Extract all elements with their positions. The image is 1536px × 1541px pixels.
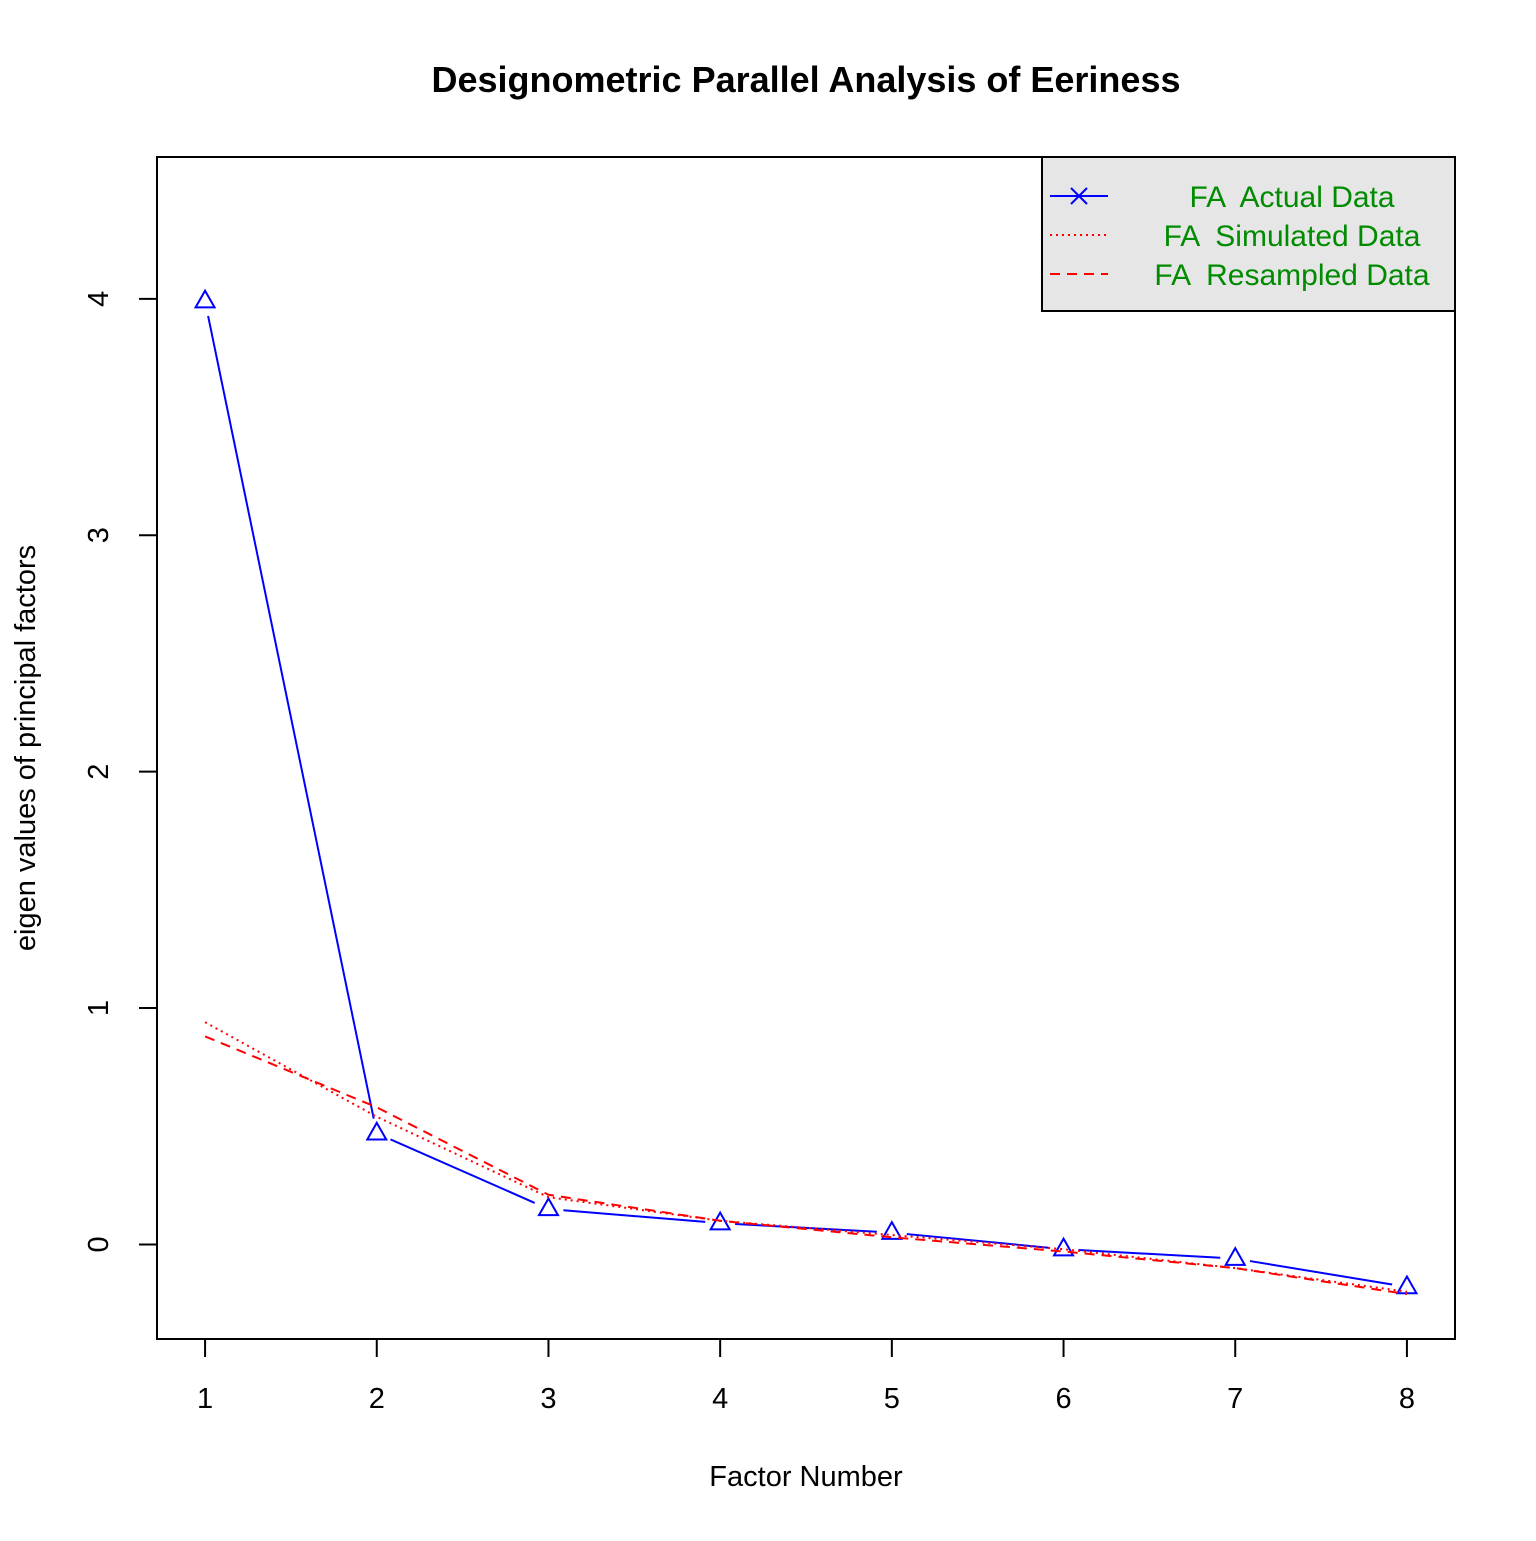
series-3 <box>204 1035 1408 1296</box>
data-point-triangle <box>1224 1246 1247 1266</box>
series-line-segment <box>735 1222 877 1233</box>
data-point-triangle <box>1052 1236 1075 1257</box>
legend-box <box>1041 156 1456 312</box>
series-line-segment <box>563 1209 706 1223</box>
legend-label: FA Actual Data <box>1189 181 1394 214</box>
legend: FA Actual Data FA Simulated Data FA Resamp… <box>1041 156 1456 312</box>
x-tick-label: 4 <box>712 1383 728 1415</box>
series-1 <box>193 288 1419 1295</box>
chart-title: Designometric Parallel Analysis of Eerin… <box>432 59 1181 100</box>
legend-items: FA Actual Data FA Simulated Data FA Resamp… <box>1050 181 1430 292</box>
series-line-segment <box>207 315 375 1119</box>
legend-item-3: FA Resampled Data <box>1050 259 1430 292</box>
legend-x-symbol <box>1070 187 1088 205</box>
data-point-triangle <box>880 1220 904 1240</box>
data-point-triangle <box>365 1120 388 1141</box>
x-tick-label: 1 <box>197 1383 213 1415</box>
series-line-segment <box>1078 1248 1221 1259</box>
legend-label: FA Resampled Data <box>1154 259 1429 292</box>
series-layer <box>193 288 1419 1296</box>
y-tick-label: 0 <box>83 1236 115 1252</box>
x-tick-label: 6 <box>1055 1383 1071 1415</box>
y-tick-label: 1 <box>83 1000 115 1016</box>
series-line-segment <box>906 1233 1049 1249</box>
x-tick-label: 7 <box>1227 1383 1243 1415</box>
x-tick-label: 5 <box>884 1383 900 1415</box>
y-axis: 0 1 2 3 4 <box>83 291 158 1253</box>
series-2 <box>204 1021 1408 1293</box>
legend-item-1: FA Actual Data <box>1050 181 1395 214</box>
x-tick-label: 8 <box>1399 1383 1415 1415</box>
y-axis-title: eigen values of principal factors <box>10 545 42 951</box>
x-tick-label: 2 <box>369 1383 385 1415</box>
series-line-segment <box>390 1138 536 1204</box>
legend-label: FA Simulated Data <box>1164 220 1421 253</box>
y-tick-label: 4 <box>83 291 115 307</box>
series-line-segment <box>1249 1260 1393 1286</box>
y-tick-label: 3 <box>83 527 115 543</box>
y-tick-label: 2 <box>83 764 115 780</box>
x-axis: 1 2 3 4 5 6 7 8 <box>197 1338 1415 1415</box>
legend-item-2: FA Simulated Data <box>1050 220 1421 253</box>
data-point-triangle <box>537 1196 560 1217</box>
data-point-triangle <box>193 288 217 309</box>
series-line <box>204 1035 1408 1296</box>
plot-frame <box>156 156 1456 1340</box>
x-axis-title: Factor Number <box>709 1461 903 1493</box>
series-line <box>204 1021 1408 1293</box>
x-tick-label: 3 <box>540 1383 556 1415</box>
